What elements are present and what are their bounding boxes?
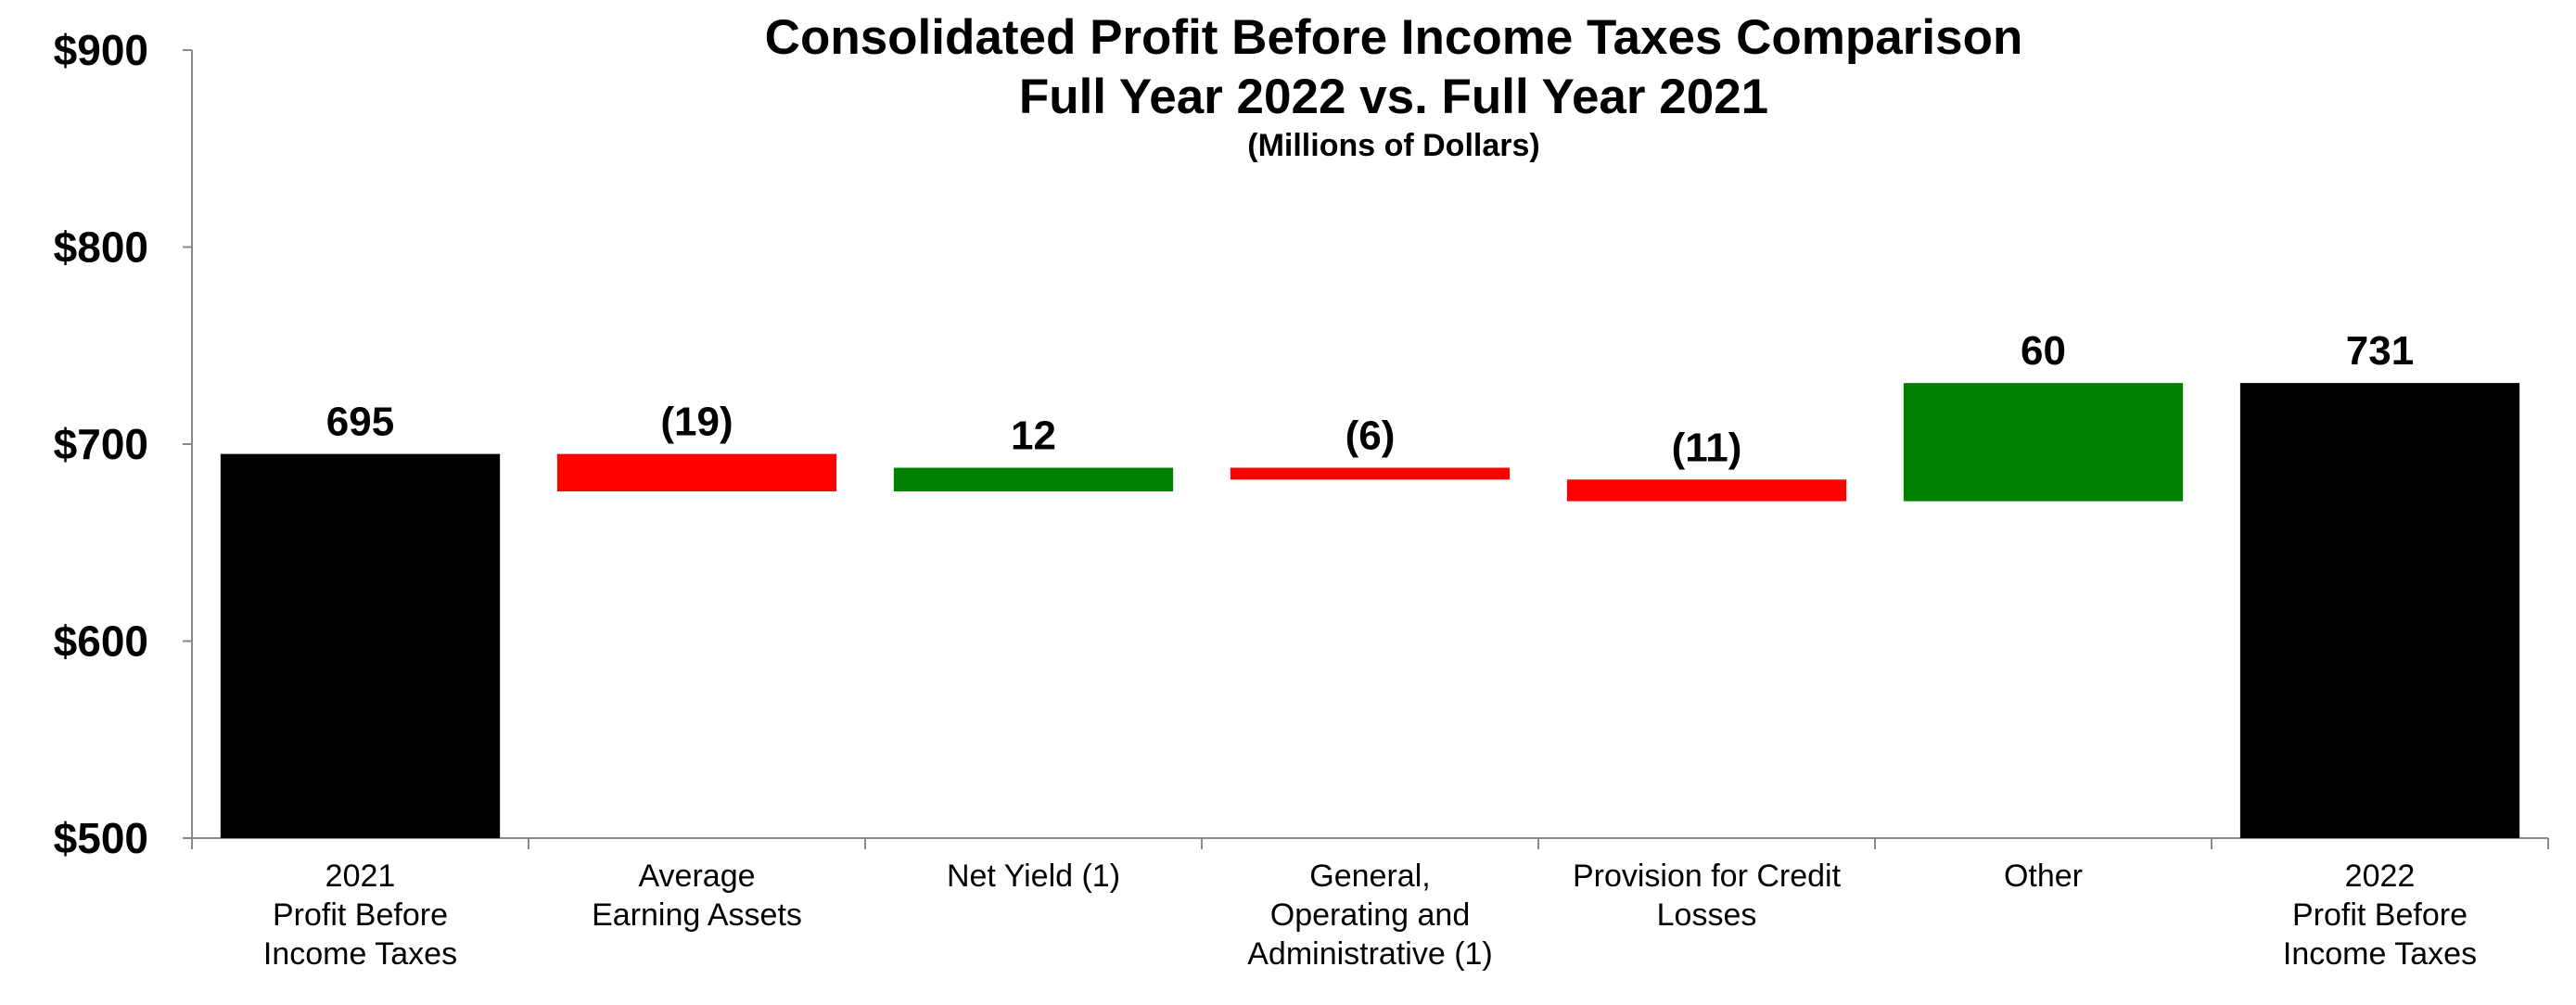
bars xyxy=(220,383,2520,838)
x-tick-label-line: 2022 xyxy=(2345,859,2416,894)
data-label: 60 xyxy=(2021,328,2066,374)
chart-title-line-0: Consolidated Profit Before Income Taxes … xyxy=(765,10,2023,65)
bar-decrease xyxy=(1566,479,1847,502)
data-label: (11) xyxy=(1672,425,1742,470)
bar-total xyxy=(220,453,501,838)
x-tick-label-line: Average xyxy=(638,859,755,894)
x-tick-label-line: 2021 xyxy=(325,859,396,894)
x-tick-label: Net Yield (1) xyxy=(947,859,1120,894)
x-tick-label-line: Administrative (1) xyxy=(1247,936,1493,972)
x-tick-label: Other xyxy=(2004,859,2083,894)
data-label: (6) xyxy=(1345,413,1396,459)
chart-subtitle: (Millions of Dollars) xyxy=(1247,128,1539,163)
x-tick-label-line: Other xyxy=(2004,859,2083,894)
y-axis: $500 $600 $700 $800 $900 xyxy=(54,26,193,862)
data-label: (19) xyxy=(660,400,733,445)
x-tick-label: Average Earning Assets xyxy=(592,859,802,933)
x-tick-label: Provision for Credit Losses xyxy=(1573,859,1842,933)
x-tick-label-line: Profit Before xyxy=(273,897,448,933)
bar-total xyxy=(2239,383,2520,838)
x-tick-label-line: Net Yield (1) xyxy=(947,859,1120,894)
x-tick-label-line: Income Taxes xyxy=(263,936,457,972)
bar-decrease xyxy=(1230,467,1511,480)
x-tick-label-line: Earning Assets xyxy=(592,897,802,933)
data-labels: 695 (19) 12 (6) (11) 60 731 xyxy=(326,328,2414,470)
y-tick-label: $800 xyxy=(54,223,148,272)
bar-increase xyxy=(1903,383,2184,502)
x-tick-label-line: Provision for Credit xyxy=(1573,859,1842,894)
data-label: 695 xyxy=(326,400,394,445)
y-tick-label: $600 xyxy=(54,617,148,666)
x-tick-label: General, Operating and Administrative (1) xyxy=(1247,859,1493,972)
chart-title-line-1: Full Year 2022 vs. Full Year 2021 xyxy=(1019,70,1768,124)
y-tick-label: $700 xyxy=(54,420,148,468)
y-tick-label: $900 xyxy=(54,26,148,74)
bar-decrease xyxy=(556,453,837,491)
y-tick-label: $500 xyxy=(54,814,148,862)
x-tick-label-line: Income Taxes xyxy=(2283,936,2477,972)
data-label: 731 xyxy=(2346,328,2414,374)
bar-increase xyxy=(893,467,1174,491)
x-tick-label-line: Profit Before xyxy=(2292,897,2468,933)
data-label: 12 xyxy=(1011,413,1056,459)
x-tick-label-line: General, xyxy=(1309,859,1430,894)
chart-title: Consolidated Profit Before Income Taxes … xyxy=(765,10,2023,163)
x-tick-label-line: Operating and xyxy=(1270,897,1471,933)
x-tick-label: 2022 Profit Before Income Taxes xyxy=(2283,859,2477,972)
x-tick-label-line: Losses xyxy=(1657,897,1757,933)
x-tick-label: 2021 Profit Before Income Taxes xyxy=(263,859,457,972)
